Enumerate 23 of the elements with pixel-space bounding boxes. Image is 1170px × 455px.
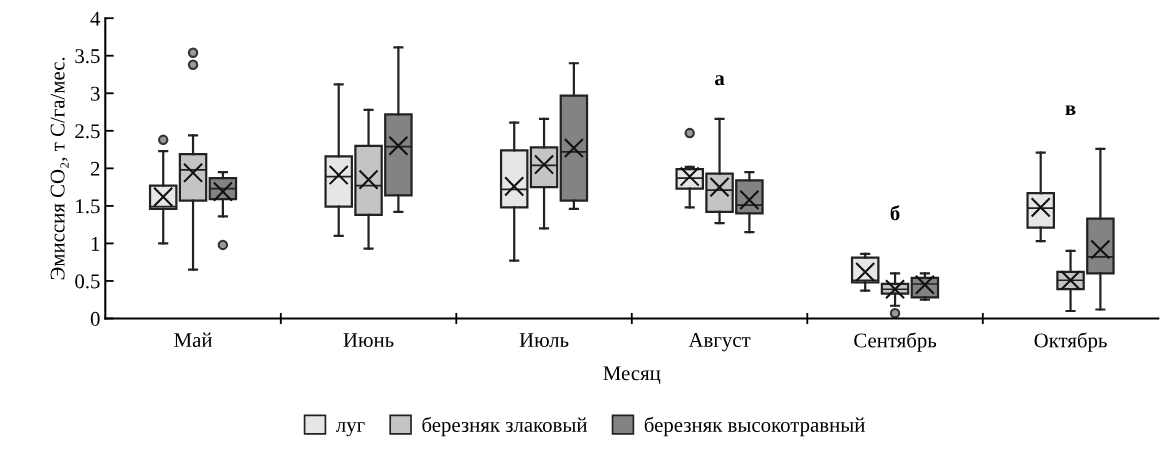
y-tick-label: 2 (90, 161, 100, 176)
annotation: б (890, 205, 900, 221)
y-tick-label: 4 (90, 11, 101, 26)
legend-label: луг (336, 422, 365, 437)
y-tick-label: 0.5 (75, 274, 100, 289)
x-tick-label: Май (174, 332, 213, 348)
y-tick-label: 2.5 (75, 124, 100, 139)
x-tick-label: Июль (519, 333, 569, 348)
y-tick-label: 1.5 (76, 199, 100, 214)
y-tick-label: 0 (90, 311, 100, 326)
legend-label: березняк злаковый (422, 416, 588, 437)
y-tick-label: 3.5 (75, 49, 100, 64)
y-tick-label: 1 (91, 236, 100, 251)
x-tick-label: Июнь (343, 333, 394, 348)
x-tick-label: Август (688, 333, 751, 352)
x-axis-title: Месяц (603, 366, 661, 385)
y-tick-label: 3 (91, 86, 100, 101)
y-axis-title: Эмиссия CO₂, т С/га/мес. (50, 57, 69, 280)
x-tick-label: Сентябрь (854, 332, 937, 352)
legend-label: березняк высокотравный (644, 416, 865, 437)
annotation: в (1065, 105, 1076, 115)
x-tick-label: Октябрь (1034, 332, 1107, 352)
annotation: а (715, 75, 725, 86)
